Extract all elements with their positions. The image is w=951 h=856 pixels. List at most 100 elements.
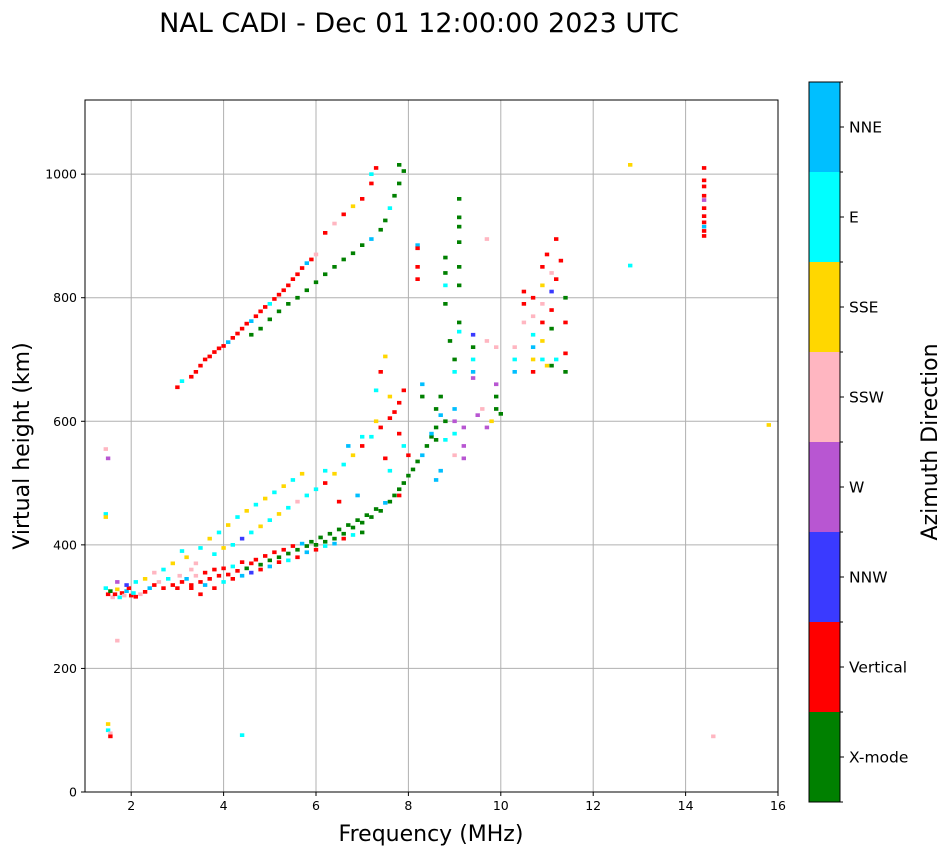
data-point-e <box>369 172 374 176</box>
data-point-nnw <box>470 332 476 337</box>
data-point-e <box>212 552 217 556</box>
x-tick-label: 4 <box>220 798 228 813</box>
data-point-e <box>387 468 393 473</box>
data-point-vertical <box>119 591 125 595</box>
data-point-sse <box>332 471 337 476</box>
colorbar-swatch-e <box>809 172 840 262</box>
data-point-ssw <box>193 573 199 578</box>
data-point-w <box>461 456 466 461</box>
data-point-vertical <box>253 314 259 319</box>
data-point-w <box>701 198 707 202</box>
data-point-x-mode <box>452 357 457 362</box>
data-point-x-mode <box>563 370 568 374</box>
data-point-nne <box>438 468 443 473</box>
data-point-vertical <box>406 453 411 458</box>
data-point-w <box>484 425 490 430</box>
data-point-ssw <box>494 345 499 349</box>
data-point-nne <box>267 564 272 569</box>
data-point-vertical <box>309 257 314 262</box>
data-point-sse <box>103 515 108 519</box>
data-point-e <box>179 379 185 383</box>
data-point-x-mode <box>470 345 476 349</box>
data-point-vertical <box>161 586 166 590</box>
data-point-nne <box>512 370 517 374</box>
data-point-e <box>304 493 309 498</box>
data-point-nne <box>452 407 457 411</box>
data-point-vertical <box>563 351 568 356</box>
data-point-sse <box>350 453 356 458</box>
data-point-vertical <box>221 566 226 571</box>
data-point-vertical <box>216 346 222 351</box>
data-point-nne <box>355 493 360 498</box>
colorbar-swatch-x-mode <box>809 712 840 802</box>
data-point-vertical <box>202 570 208 575</box>
data-point-vertical <box>212 586 217 590</box>
data-point-x-mode <box>286 551 291 556</box>
data-point-x-mode <box>378 509 383 513</box>
data-point-w <box>461 425 466 430</box>
data-point-x-mode <box>360 520 365 525</box>
data-point-x-mode <box>438 394 443 399</box>
data-point-vertical <box>521 302 527 306</box>
data-point-ssw <box>122 593 127 598</box>
data-point-vertical <box>563 320 568 325</box>
data-point-ssw <box>521 320 527 325</box>
x-axis-label: Frequency (MHz) <box>339 822 524 847</box>
data-point-nne <box>202 583 208 587</box>
data-point-x-mode <box>373 507 379 511</box>
data-point-e <box>221 580 226 584</box>
data-point-ssw <box>540 302 545 306</box>
data-point-vertical <box>341 536 346 541</box>
colorbar-tick-label: Vertical <box>849 659 907 677</box>
data-point-e <box>554 357 559 362</box>
data-point-nnw <box>549 289 554 294</box>
data-point-e <box>373 388 379 393</box>
data-point-nne <box>124 589 129 593</box>
data-point-nne <box>304 550 309 555</box>
data-point-vertical <box>554 237 559 241</box>
data-point-ssw <box>530 314 536 319</box>
data-point-x-mode <box>286 302 291 306</box>
data-point-vertical <box>336 499 342 504</box>
data-point-ssw <box>512 345 517 349</box>
data-point-vertical <box>258 567 263 572</box>
data-point-nne <box>420 382 425 387</box>
data-point-vertical <box>207 577 212 581</box>
colorbar-swatch-vertical <box>809 622 840 712</box>
data-point-e <box>166 577 171 581</box>
data-point-w <box>452 419 457 424</box>
data-point-vertical <box>170 583 175 587</box>
data-point-x-mode <box>267 317 272 322</box>
data-point-x-mode <box>457 224 462 229</box>
data-point-nne <box>369 237 374 241</box>
y-tick-label: 0 <box>69 785 77 800</box>
data-point-e <box>179 549 185 553</box>
data-point-nne <box>332 541 337 546</box>
data-point-vertical <box>198 592 203 597</box>
data-point-x-mode <box>457 320 462 325</box>
data-point-x-mode <box>304 544 309 548</box>
data-point-nne <box>470 370 476 374</box>
data-point-vertical <box>276 560 282 564</box>
data-point-vertical <box>415 265 420 269</box>
colorbar-frame <box>808 81 841 803</box>
data-point-x-mode <box>318 535 323 540</box>
data-point-nne <box>429 431 434 436</box>
data-point-vertical <box>235 331 240 336</box>
colorbar: X-mode Vertical NNW W SSW SSE E NNE <box>808 81 908 803</box>
data-point-nne <box>438 413 443 417</box>
data-point-ssw <box>156 580 162 584</box>
data-point-vertical <box>105 592 111 597</box>
data-point-sse <box>115 587 120 592</box>
data-point-e <box>105 728 111 733</box>
data-point-x-mode <box>387 499 393 504</box>
data-point-vertical <box>387 416 393 420</box>
data-point-e <box>267 518 272 522</box>
data-point-sse <box>350 204 356 209</box>
data-point-ssw <box>138 592 143 597</box>
data-point-x-mode <box>313 280 319 285</box>
data-point-ssw <box>103 447 108 451</box>
data-point-nne <box>530 345 536 349</box>
data-point-vertical <box>239 326 245 331</box>
data-point-vertical <box>341 212 346 217</box>
